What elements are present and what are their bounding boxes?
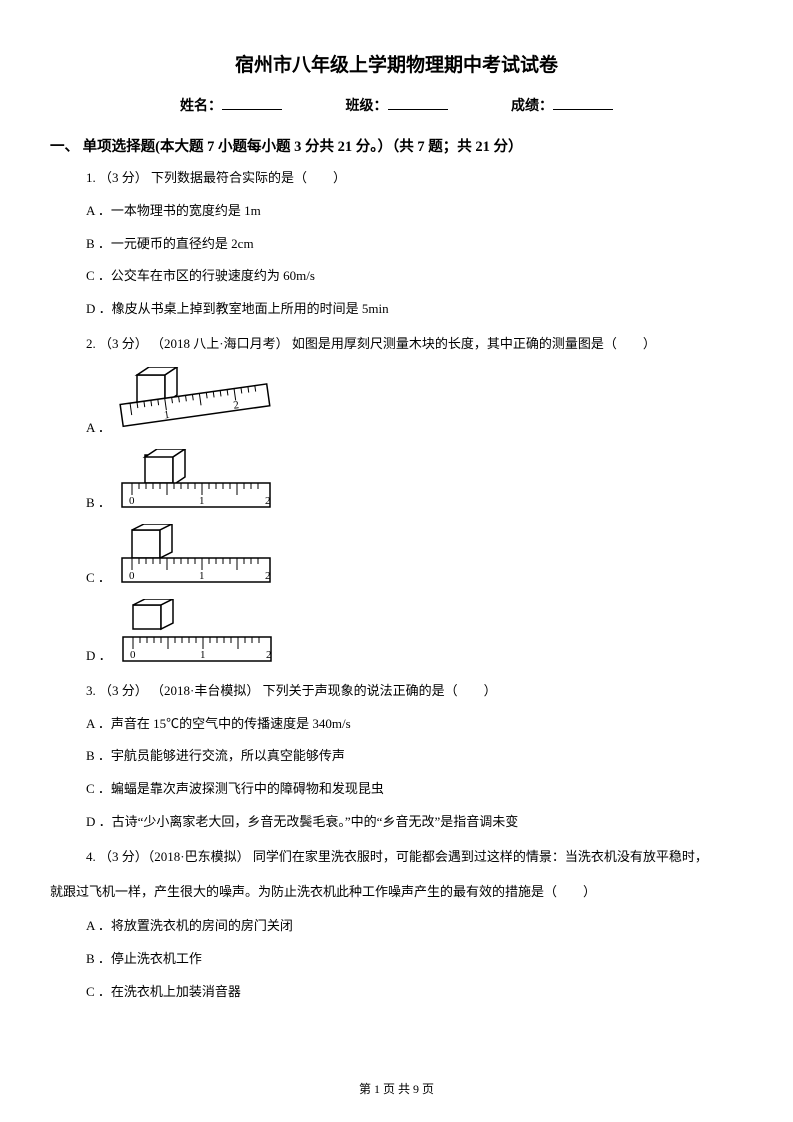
svg-text:0: 0 xyxy=(130,649,136,661)
q2-option-c-wrap: C ． 0 1 2 xyxy=(86,524,743,589)
question-2: 2. （3 分） （2018 八上·海口月考） 如图是用厚刻尺测量木块的长度，其… xyxy=(86,334,743,667)
class-label: 班级： xyxy=(346,95,388,115)
student-info-row: 姓名： 班级： 成绩： xyxy=(50,95,743,115)
q3-stem: 3. （3 分） （2018·丰台模拟） 下列关于声现象的说法正确的是（ ） xyxy=(86,681,743,702)
q1-option-d: D ．橡皮从书桌上掉到教室地面上所用的时间是 5min xyxy=(86,299,743,320)
question-3: 3. （3 分） （2018·丰台模拟） 下列关于声现象的说法正确的是（ ） A… xyxy=(86,681,743,833)
ruler-diagram-b: 0 1 2 xyxy=(117,449,272,514)
q2-option-b-wrap: B ． 0 1 2 xyxy=(86,449,743,514)
name-label: 姓名： xyxy=(180,95,222,115)
q2-stem: 2. （3 分） （2018 八上·海口月考） 如图是用厚刻尺测量木块的长度，其… xyxy=(86,334,743,355)
q4-stem-line2: 就跟过飞机一样，产生很大的噪声。为防止洗衣机此种工作噪声产生的最有效的措施是（ … xyxy=(50,882,743,903)
svg-text:2: 2 xyxy=(265,570,271,582)
svg-text:2: 2 xyxy=(266,649,272,661)
q2-option-b: B ． xyxy=(86,493,111,514)
ruler-diagram-d: 0 1 2 xyxy=(118,599,273,667)
q4-stem-line1: 4. （3 分）（2018·巴东模拟） 同学们在家里洗衣服时，可能都会遇到过这样… xyxy=(86,847,743,868)
q3-option-c: C ．蝙蝠是靠次声波探测飞行中的障碍物和发现昆虫 xyxy=(86,779,743,800)
section-1-header: 一、 单项选择题(本大题 7 小题每小题 3 分共 21 分。）（共 7 题；共… xyxy=(50,135,743,156)
q4-option-a: A ．将放置洗衣机的房间的房门关闭 xyxy=(86,916,743,937)
q3-option-a: A ．声音在 15℃的空气中的传播速度是 340m/s xyxy=(86,714,743,735)
q2-option-a-wrap: A ． xyxy=(86,367,743,439)
svg-text:1: 1 xyxy=(199,570,205,582)
q3-option-d: D ．古诗“少小离家老大回，乡音无改鬓毛衰。”中的“乡音无改”是指音调未变 xyxy=(86,812,743,833)
score-blank[interactable] xyxy=(553,109,613,110)
q2-option-d: D ． xyxy=(86,646,112,667)
class-blank[interactable] xyxy=(388,109,448,110)
question-1: 1. （3 分） 下列数据最符合实际的是（ ） A ．一本物理书的宽度约是 1m… xyxy=(86,168,743,320)
q2-option-a: A ． xyxy=(86,418,111,439)
q4-option-b: B ．停止洗衣机工作 xyxy=(86,949,743,970)
svg-text:0: 0 xyxy=(129,570,135,582)
q2-option-d-wrap: D ． 0 1 2 xyxy=(86,599,743,667)
ruler-diagram-c: 0 1 2 xyxy=(117,524,272,589)
q4-option-c: C ．在洗衣机上加装消音器 xyxy=(86,982,743,1003)
q1-option-a: A ．一本物理书的宽度约是 1m xyxy=(86,201,743,222)
svg-text:0: 0 xyxy=(129,495,135,507)
q2-option-c: C ． xyxy=(86,568,111,589)
page-footer: 第 1 页 共 9 页 xyxy=(0,1080,793,1097)
question-4-options: A ．将放置洗衣机的房间的房门关闭 B ．停止洗衣机工作 C ．在洗衣机上加装消… xyxy=(86,916,743,1002)
q1-option-b: B ．一元硬币的直径约是 2cm xyxy=(86,234,743,255)
svg-text:1: 1 xyxy=(199,495,205,507)
q1-option-c: C ．公交车在市区的行驶速度约为 60m/s xyxy=(86,266,743,287)
svg-text:1: 1 xyxy=(200,649,206,661)
question-4: 4. （3 分）（2018·巴东模拟） 同学们在家里洗衣服时，可能都会遇到过这样… xyxy=(86,847,743,868)
name-blank[interactable] xyxy=(222,109,282,110)
ruler-diagram-a: 1 2 xyxy=(117,367,272,439)
q1-stem: 1. （3 分） 下列数据最符合实际的是（ ） xyxy=(86,168,743,189)
exam-title: 宿州市八年级上学期物理期中考试试卷 xyxy=(50,50,743,77)
score-label: 成绩： xyxy=(511,95,553,115)
svg-text:2: 2 xyxy=(265,495,271,507)
q3-option-b: B ．宇航员能够进行交流，所以真空能够传声 xyxy=(86,746,743,767)
